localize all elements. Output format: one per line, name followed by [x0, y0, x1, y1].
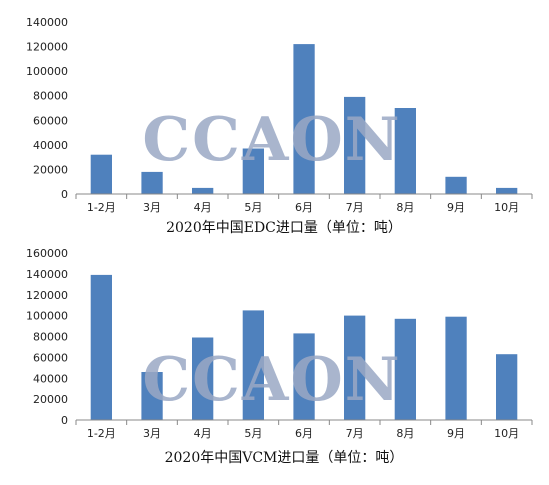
bar-2: [141, 372, 163, 420]
bar-2: [141, 171, 163, 194]
y-tick-label: 0: [61, 414, 68, 427]
y-tick-label: 140000: [26, 268, 68, 281]
x-tick-label: 9月: [447, 201, 465, 214]
y-tick-label: 60000: [33, 351, 68, 364]
y-tick-label: 120000: [26, 41, 68, 54]
y-tick-label: 120000: [26, 289, 68, 302]
bar-6: [344, 96, 366, 194]
x-tick-label: 10月: [494, 427, 519, 440]
y-tick-label: 100000: [26, 65, 68, 78]
x-tick-label: 8月: [396, 427, 414, 440]
y-tick-label: 40000: [33, 372, 68, 385]
y-tick-label: 20000: [33, 163, 68, 176]
y-tick-label: 80000: [33, 331, 68, 344]
x-tick-label: 1-2月: [87, 427, 116, 440]
x-tick-label: 5月: [244, 201, 262, 214]
bar-4: [242, 310, 264, 420]
bar-7: [394, 108, 416, 194]
chart-caption: 2020年中国EDC进口量（单位：吨）: [166, 220, 402, 236]
x-tick-label: 6月: [295, 201, 313, 214]
y-tick-label: 60000: [33, 114, 68, 127]
x-tick-label: 7月: [346, 201, 364, 214]
bar-5: [293, 44, 315, 194]
x-tick-label: 3月: [143, 201, 161, 214]
x-tick-label: 6月: [295, 427, 313, 440]
bar-3: [192, 337, 214, 420]
bar-4: [242, 148, 264, 194]
bar-7: [394, 318, 416, 420]
bar-3: [192, 187, 214, 194]
chart-2: 0 20000 40000 60000 80000 100000 120000 140000 1…: [26, 247, 533, 466]
x-tick-label: 7月: [346, 427, 364, 440]
bar-8: [445, 176, 467, 194]
x-tick-label: 4月: [194, 427, 212, 440]
y-tick-label: 20000: [33, 393, 68, 406]
bar-9: [496, 187, 518, 194]
y-tick-label: 80000: [33, 90, 68, 103]
chart-caption: 2020年中国VCM进口量（单位：吨）: [165, 450, 404, 466]
bar-8: [445, 316, 467, 420]
bar-1: [90, 154, 112, 194]
chart-1: 0 20000 40000 60000 80000 100000 120000 140000 1…: [26, 16, 533, 236]
x-tick-label: 5月: [244, 427, 262, 440]
x-tick-label: 8月: [396, 201, 414, 214]
y-tick-label: 40000: [33, 139, 68, 152]
y-tick-label: 0: [61, 188, 68, 201]
bar-6: [344, 315, 366, 420]
bar-9: [496, 354, 518, 420]
bar-1: [90, 274, 112, 420]
watermark-text: CCAON: [142, 105, 401, 175]
y-tick-label: 160000: [26, 247, 68, 260]
y-tick-label: 140000: [26, 16, 68, 29]
x-tick-label: 4月: [194, 201, 212, 214]
bar-5: [293, 333, 315, 420]
x-tick-label: 1-2月: [87, 201, 116, 214]
watermark-text: CCAON: [142, 345, 401, 415]
x-tick-label: 10月: [494, 201, 519, 214]
x-tick-label: 3月: [143, 427, 161, 440]
x-tick-label: 9月: [447, 427, 465, 440]
y-tick-label: 100000: [26, 310, 68, 323]
